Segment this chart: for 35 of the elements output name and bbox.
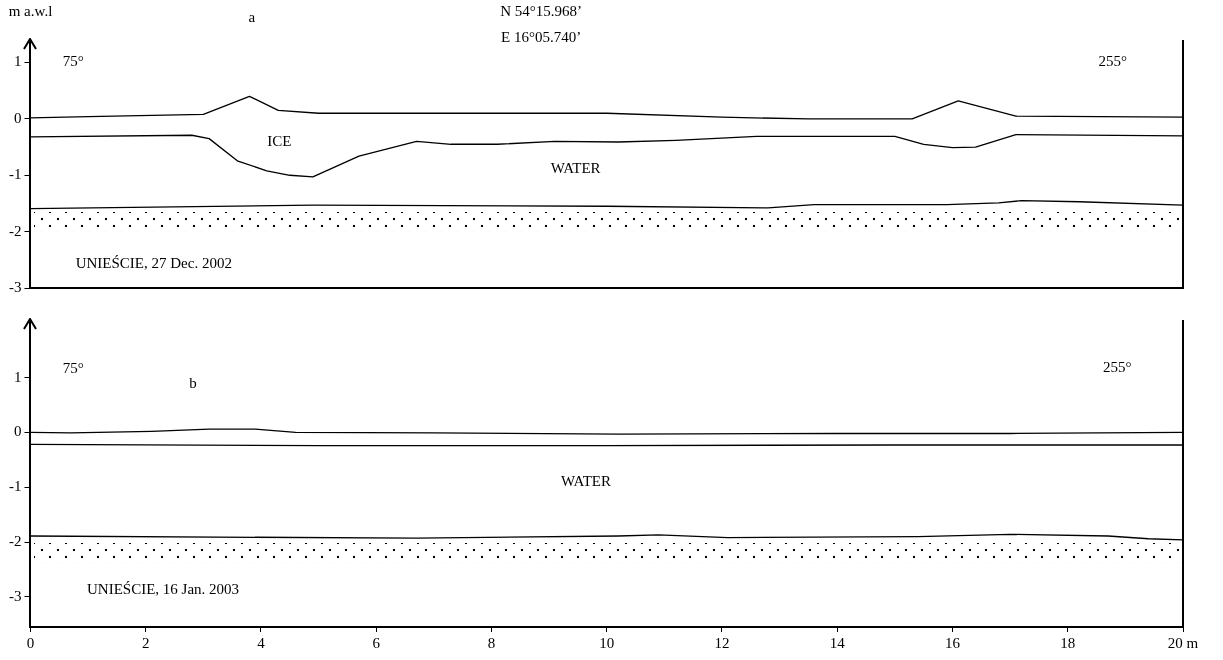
y-axis-title: m a.w.l: [8, 2, 53, 19]
annotation: E 16°05.740’: [500, 28, 582, 45]
y-tick-label: 0: [14, 109, 22, 126]
annotation: ICE: [267, 133, 292, 150]
x-tick-label: 14: [829, 634, 846, 651]
annotation: 75°: [62, 52, 84, 69]
annotation: UNIEŚCIE, 27 Dec. 2002: [75, 255, 232, 272]
x-tick-label: 0: [26, 634, 35, 651]
x-tick-label: 8: [487, 634, 496, 651]
text: N 54°15.968’: [500, 3, 582, 20]
annotation: 255°: [1103, 358, 1132, 375]
x-tick-label: 10: [599, 634, 615, 651]
text: b: [189, 375, 197, 392]
y-tick-label: -2: [9, 532, 22, 549]
x-tick-label: 20 m: [1167, 634, 1199, 651]
annotation: WATER: [550, 159, 601, 176]
y-tick-label: 0: [14, 423, 22, 440]
x-tick-label: 6: [372, 634, 381, 651]
y-tick-label: 1: [14, 53, 22, 70]
x-tick-label: 16: [945, 634, 961, 651]
x-tick-label: 4: [257, 634, 266, 651]
y-tick-label: -3: [9, 278, 22, 295]
y-tick-label: -1: [9, 166, 22, 183]
annotation: 75°: [62, 360, 84, 377]
y-tick-label: -1: [9, 478, 22, 495]
y-tick-label: 1: [14, 368, 22, 385]
annotation: 255°: [1098, 52, 1127, 69]
x-tick-label: 12: [714, 634, 730, 651]
y-tick-label: -2: [9, 222, 22, 239]
y-tick-label: -3: [9, 587, 22, 604]
annotation: WATER: [561, 473, 611, 490]
x-tick-label: 18: [1060, 634, 1076, 651]
chart-title: a: [248, 9, 256, 26]
x-tick-label: 2: [142, 634, 150, 651]
annotation: UNIEŚCIE, 16 Jan. 2003: [86, 581, 240, 598]
